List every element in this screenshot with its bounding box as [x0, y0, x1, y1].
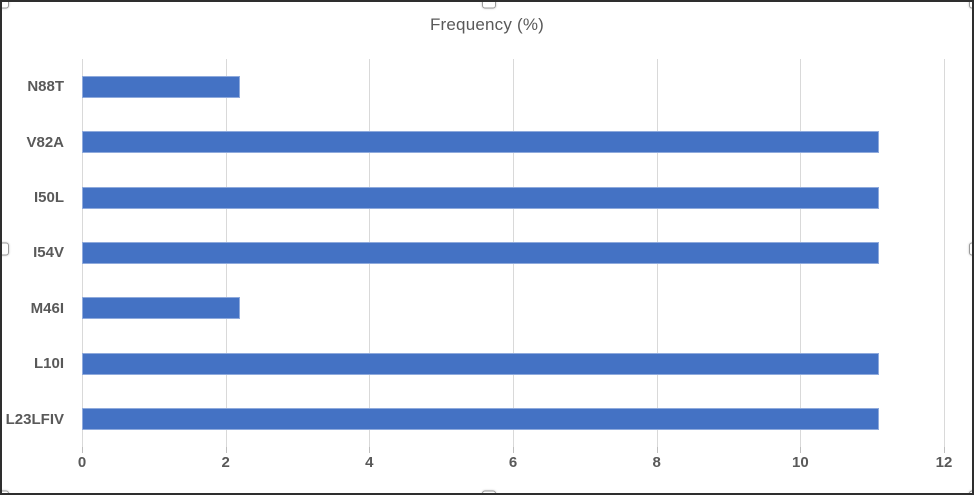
y-axis-labels: N88T V82A I50L I54V M46I L10I L23LFIV: [2, 59, 73, 447]
bar-series: [82, 59, 944, 447]
resize-handle-left[interactable]: [2, 242, 9, 256]
x-tick-label: 2: [221, 454, 230, 471]
y-axis-label: I54V: [33, 244, 64, 262]
bar: [82, 352, 880, 375]
y-axis-label: M46I: [30, 299, 64, 317]
bar-row: [82, 281, 944, 336]
x-axis-tick: [82, 447, 83, 453]
bar: [82, 408, 880, 431]
gridline: [944, 59, 945, 447]
bar-row: [82, 170, 944, 225]
x-axis-tick: [513, 447, 514, 453]
bar: [82, 131, 880, 154]
chart-title: Frequency (%): [429, 15, 545, 34]
bar-row: [82, 336, 944, 391]
y-axis-label: I50L: [33, 189, 64, 207]
y-axis-label: L23LFIV: [5, 410, 64, 428]
bar-row: [82, 114, 944, 169]
x-tick-label: 6: [508, 454, 518, 471]
plot-area: [82, 59, 945, 453]
x-tick-label: 0: [77, 454, 87, 471]
bar: [82, 75, 241, 98]
bar-row: [82, 59, 944, 114]
y-axis-label: V82A: [26, 133, 64, 151]
resize-handle-bottom-left[interactable]: [2, 490, 9, 493]
x-tick-label: 10: [791, 454, 809, 471]
resize-handle-top-left[interactable]: [2, 2, 9, 9]
x-axis-tick: [656, 447, 658, 453]
x-axis-tick: [225, 447, 227, 453]
resize-handle-top[interactable]: [482, 2, 496, 9]
x-tick-label: 4: [365, 454, 374, 471]
bar-row: [82, 225, 944, 280]
x-tick-label: 12: [935, 454, 953, 471]
x-tick-label: 8: [652, 454, 661, 471]
bar-row: [82, 392, 944, 447]
bar: [82, 241, 880, 264]
bar: [82, 297, 241, 320]
resize-handle-right[interactable]: [969, 242, 972, 256]
y-axis-label: L10I: [33, 355, 64, 373]
x-axis-tick: [369, 447, 371, 453]
x-axis-tick: [800, 447, 802, 453]
resize-handle-bottom-right[interactable]: [969, 490, 972, 493]
resize-handle-bottom[interactable]: [482, 490, 496, 493]
resize-handle-top-right[interactable]: [969, 2, 972, 9]
y-axis-label: N88T: [27, 78, 64, 96]
bar: [82, 186, 880, 209]
x-axis-tick: [944, 447, 945, 453]
x-axis-tick-labels: 0 2 4 6 8 10 12: [78, 454, 953, 474]
